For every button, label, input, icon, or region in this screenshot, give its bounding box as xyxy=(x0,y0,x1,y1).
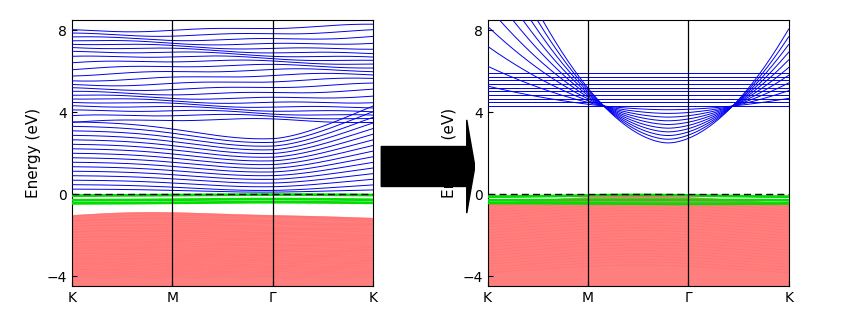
Y-axis label: Energy (eV): Energy (eV) xyxy=(26,108,42,198)
Polygon shape xyxy=(382,120,475,213)
Y-axis label: Energy (eV): Energy (eV) xyxy=(442,108,457,198)
